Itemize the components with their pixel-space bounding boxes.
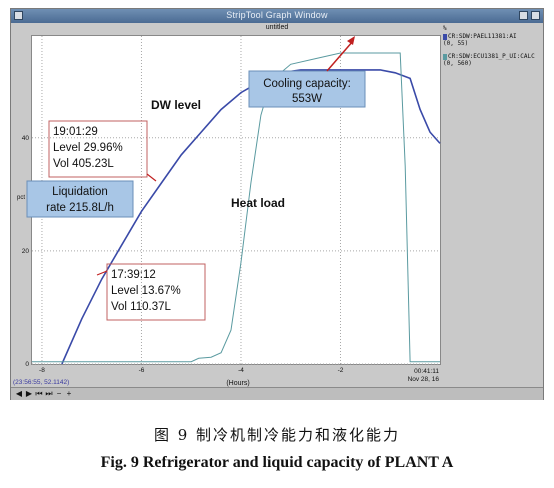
legend-swatch [443, 33, 447, 40]
box2-vol: Vol 110.37L [111, 301, 172, 313]
legend: % CR:SDW:PAEL11381:AI (0, 55) CR:SDW:ECU… [443, 25, 541, 75]
legend-item-heat[interactable]: CR:SDW:ECU1381_P_UI:CALC [443, 53, 541, 60]
x-tick-label: -8 [39, 367, 45, 374]
y-tick-label: 20 [22, 248, 30, 255]
liquidation-line-2: rate 215.8L/h [46, 202, 114, 214]
cooling-line-2: 553W [292, 93, 322, 105]
x-tick-label: -2 [338, 367, 344, 374]
minimize-icon[interactable] [519, 11, 528, 20]
caption-english: Fig. 9 Refrigerator and liquid capacity … [100, 454, 454, 471]
x-axis-label: (Hours) [226, 380, 249, 387]
legend-swatch [443, 53, 447, 60]
tick-labels: -8 -6 -4 -2 0 20 40 [22, 135, 344, 374]
y-tick-label: 0 [25, 361, 29, 368]
legend-range: (0, 55) [443, 40, 469, 47]
zoom-in-icon[interactable]: + [66, 389, 72, 398]
box2-pointer [96, 270, 108, 276]
heat-load-label: Heat load [231, 196, 285, 210]
title-bar[interactable]: StripTool Graph Window [11, 9, 543, 23]
readout-box-2: 17:39:12 Level 13.67% Vol 110.37L [96, 263, 206, 321]
time-left: 00:41:11 [414, 368, 439, 375]
liquidation-line-1: Liquidation [52, 186, 108, 198]
window-menu-icon[interactable] [14, 11, 23, 20]
cursor-readout: (23:56:55, 52.1142) [13, 379, 69, 386]
cooling-capacity-callout: Cooling capacity: 553W [248, 36, 366, 108]
skip-end-icon[interactable]: ⏭ [45, 389, 53, 398]
x-tick-label: -4 [238, 367, 244, 374]
dw-level-label: DW level [151, 98, 201, 112]
readout-box-1: 19:01:29 Level 29.96% Vol 405.23L [48, 120, 157, 182]
liquidation-callout: Liquidation rate 215.8L/h [26, 180, 134, 218]
cooling-line-1: Cooling capacity: [263, 78, 351, 90]
box1-level: Level 29.96% [53, 142, 123, 154]
legend-axis-unit: % [443, 25, 447, 32]
x-tick-label: -6 [139, 367, 145, 374]
box1-vol: Vol 405.23L [53, 158, 114, 170]
legend-label: CR:SDW:PAEL11381:AI [448, 33, 517, 40]
chart: -8 -6 -4 -2 0 20 40 (Hours) pct (23:56:55, 52.… [13, 36, 441, 387]
toolbar: ◀ ▶ ⏮ ⏭ − + [11, 387, 543, 400]
skip-start-icon[interactable]: ⏮ [35, 389, 43, 398]
cooling-arrow [326, 40, 354, 72]
maximize-icon[interactable] [531, 11, 540, 20]
box2-level: Level 13.67% [111, 285, 181, 297]
zoom-out-icon[interactable]: − [56, 389, 62, 398]
legend-item-level[interactable]: CR:SDW:PAEL11381:AI [443, 33, 541, 40]
cooling-arrowhead [347, 36, 355, 45]
legend-range: (0, 560) [443, 60, 472, 67]
y-axis-label: pct [17, 195, 25, 201]
y-tick-label: 40 [22, 135, 30, 142]
box1-time: 19:01:29 [53, 126, 98, 138]
left-arrow-icon[interactable]: ◀ [15, 389, 23, 398]
window-title: StripTool Graph Window [226, 10, 328, 20]
striptool-window: StripTool Graph Window untitled % CR:SDW… [10, 8, 544, 400]
legend-label: CR:SDW:ECU1381_P_UI:CALC [448, 53, 535, 60]
box2-time: 17:39:12 [111, 269, 156, 281]
caption-chinese: 图 9 制冷机制冷能力和液化能力 [153, 426, 401, 444]
right-arrow-icon[interactable]: ▶ [25, 389, 33, 398]
date-label: Nov 28, 16 [408, 376, 440, 383]
graph-subtitle: untitled [265, 24, 289, 31]
box1-pointer [146, 173, 157, 182]
